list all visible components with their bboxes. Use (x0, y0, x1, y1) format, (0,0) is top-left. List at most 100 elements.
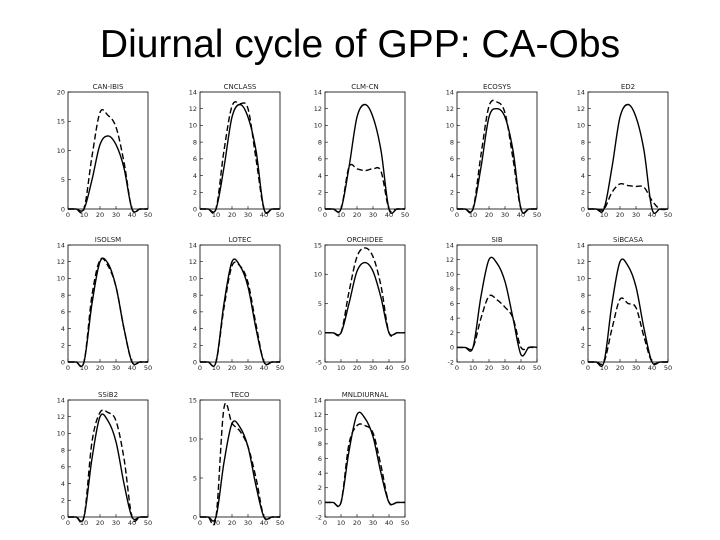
plot-frame (199, 244, 281, 363)
dashed-series-line (588, 182, 669, 211)
y-tick-label: 12 (189, 105, 197, 113)
plot-frame (199, 91, 281, 210)
y-tick-label: 0 (318, 205, 322, 213)
dashed-series-line (457, 294, 537, 351)
dashed-series-line (200, 101, 280, 215)
y-tick-label: 4 (193, 325, 197, 333)
x-tick-label: 50 (276, 211, 284, 219)
plot-frame (67, 244, 149, 363)
solid-series-line (200, 420, 280, 522)
x-tick-label: 10 (212, 364, 220, 372)
x-tick-label: 20 (228, 211, 236, 219)
x-tick-label: 20 (616, 364, 624, 372)
y-tick-label: 15 (57, 118, 65, 126)
plot-title: ED2 (621, 83, 635, 91)
y-tick-label: -2 (316, 513, 322, 521)
y-tick-label: 8 (193, 138, 197, 146)
x-tick-label: 20 (228, 364, 236, 372)
y-tick-label: 0 (193, 513, 197, 521)
x-tick-label: 50 (144, 211, 152, 219)
dashed-series-line (67, 257, 148, 368)
x-tick-label: 30 (244, 364, 252, 372)
x-tick-label: 30 (369, 211, 377, 219)
y-tick-label: 5 (193, 474, 197, 482)
y-tick-label: 10 (577, 275, 585, 283)
y-tick-label: 5 (318, 300, 322, 308)
solid-series-line (588, 103, 668, 215)
y-tick-label: 4 (193, 172, 197, 180)
dashed-series-line (199, 261, 280, 367)
y-tick-label: 14 (189, 88, 197, 96)
x-tick-label: 0 (586, 364, 590, 372)
y-tick-label: 12 (57, 413, 65, 421)
x-tick-label: 40 (128, 519, 136, 527)
x-tick-label: 50 (533, 364, 541, 372)
x-tick-label: 50 (401, 211, 409, 219)
y-tick-label: 4 (581, 172, 585, 180)
x-tick-label: 30 (112, 519, 120, 527)
y-tick-label: 4 (581, 325, 585, 333)
x-tick-label: 50 (144, 519, 152, 527)
y-tick-label: 10 (189, 122, 197, 130)
dashed-series-line (324, 423, 405, 508)
y-tick-label: 8 (450, 285, 454, 293)
y-tick-label: 0 (450, 205, 454, 213)
y-tick-label: 8 (581, 138, 585, 146)
y-tick-label: 10 (577, 122, 585, 130)
solid-series-line (457, 256, 538, 357)
x-tick-label: 10 (600, 364, 608, 372)
y-tick-label: 12 (577, 258, 585, 266)
y-tick-label: 20 (57, 88, 65, 96)
x-tick-label: 30 (244, 519, 252, 527)
x-tick-label: 40 (517, 364, 525, 372)
y-tick-label: 6 (318, 155, 322, 163)
dashed-series-line (587, 297, 668, 366)
plot-title: SIB (491, 236, 503, 244)
y-tick-label: 6 (193, 308, 197, 316)
solid-series-line (199, 258, 280, 368)
x-tick-label: 20 (485, 364, 493, 372)
y-tick-label: 14 (189, 241, 197, 249)
plot-frame (199, 399, 281, 518)
x-tick-label: 20 (96, 364, 104, 372)
y-tick-label: 12 (57, 258, 65, 266)
solid-series-line (457, 107, 537, 215)
x-tick-label: 40 (260, 364, 268, 372)
x-tick-label: 10 (469, 211, 477, 219)
x-tick-label: 40 (385, 519, 393, 527)
x-tick-label: 40 (385, 364, 393, 372)
x-tick-label: 10 (212, 519, 220, 527)
y-tick-label: 8 (61, 446, 65, 454)
plot-title: ORCHIDEE (347, 236, 383, 244)
x-tick-label: 10 (337, 364, 345, 372)
y-tick-label: 6 (581, 308, 585, 316)
plot-title: CAN-IBIS (93, 83, 124, 91)
x-tick-label: 10 (212, 211, 220, 219)
x-tick-label: 50 (144, 364, 152, 372)
x-tick-label: 40 (128, 211, 136, 219)
y-tick-label: 10 (314, 271, 322, 279)
x-tick-label: 30 (501, 211, 509, 219)
y-tick-label: 6 (450, 300, 454, 308)
y-tick-label: 2 (318, 189, 322, 197)
y-tick-label: 0 (61, 513, 65, 521)
plot-frame (324, 91, 406, 210)
x-tick-label: 40 (260, 519, 268, 527)
plot-frame (456, 91, 538, 210)
y-tick-label: 8 (61, 291, 65, 299)
y-tick-label: 2 (581, 189, 585, 197)
y-tick-label: 0 (61, 358, 65, 366)
x-tick-label: 20 (353, 519, 361, 527)
x-tick-label: 30 (369, 364, 377, 372)
y-tick-label: 6 (318, 455, 322, 463)
slide-title: Diurnal cycle of GPP: CA-Obs (99, 23, 621, 66)
y-tick-label: 12 (446, 105, 454, 113)
x-tick-label: 0 (455, 364, 459, 372)
y-tick-label: 14 (314, 88, 322, 96)
dashed-series-line (325, 247, 405, 337)
x-tick-label: 30 (112, 364, 120, 372)
x-tick-label: 40 (517, 211, 525, 219)
y-tick-label: 4 (450, 314, 454, 322)
y-tick-label: 14 (577, 241, 585, 249)
x-tick-label: 40 (128, 364, 136, 372)
